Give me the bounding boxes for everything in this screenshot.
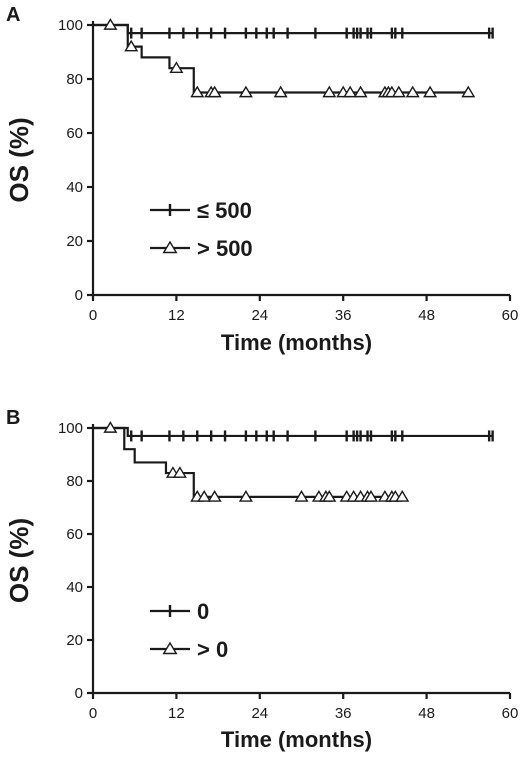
x-tick-label: 48 — [418, 307, 435, 324]
legend-label: > 500 — [197, 236, 253, 261]
y-tick-label: 80 — [66, 71, 83, 88]
censor-mark — [169, 61, 184, 74]
y-tick-label: 60 — [66, 526, 83, 543]
x-tick-label: 12 — [168, 307, 185, 324]
x-tick-label: 48 — [418, 705, 435, 722]
series-triangle — [93, 18, 476, 98]
x-tick-label: 24 — [251, 307, 268, 324]
censor-mark — [162, 641, 178, 655]
y-tick-label: 0 — [75, 685, 83, 702]
censor-mark — [172, 466, 187, 478]
y-tick-label: 40 — [66, 579, 83, 596]
x-tick-label: 0 — [89, 307, 97, 324]
legend-label: ≤ 500 — [197, 198, 252, 223]
y-tick-label: 100 — [58, 420, 83, 437]
x-tick-label: 0 — [89, 705, 97, 722]
censor-mark — [363, 490, 379, 502]
survival-curve — [93, 426, 403, 498]
censor-mark — [103, 421, 118, 433]
panel-label: A — [6, 4, 20, 26]
censor-mark — [197, 490, 212, 502]
censor-mark — [343, 85, 358, 98]
censor-mark — [461, 85, 476, 98]
x-tick-label: 60 — [502, 705, 519, 722]
y-tick-label: 20 — [66, 632, 83, 649]
censor-mark — [162, 240, 178, 254]
x-tick-label: 24 — [251, 705, 268, 722]
censor-mark — [207, 490, 222, 502]
legend-item: ≤ 500 — [150, 198, 252, 223]
y-tick-label: 20 — [66, 233, 83, 250]
y-tick-label: 60 — [66, 125, 83, 142]
censor-mark — [238, 490, 253, 502]
chart-panel-b: B 0 20 40 60 80 100 0 12 24 36 48 60 Time (months) OS … — [4, 407, 518, 752]
y-axis-title: OS (%) — [4, 117, 34, 202]
censor-mark — [322, 85, 337, 98]
series-plus — [93, 426, 494, 442]
panel-label: B — [6, 407, 20, 429]
x-axis-title: Time (months) — [221, 727, 372, 752]
censor-mark — [238, 85, 253, 98]
legend-item: > 500 — [150, 236, 253, 261]
censor-mark — [103, 18, 118, 30]
y-tick-label: 0 — [75, 287, 83, 304]
censor-mark — [353, 85, 368, 98]
x-tick-label: 60 — [502, 307, 519, 324]
survival-curve — [93, 23, 493, 35]
x-tick-label: 36 — [335, 705, 352, 722]
censor-mark — [124, 39, 139, 52]
censor-mark — [423, 85, 438, 98]
legend-label: > 0 — [197, 637, 228, 662]
y-tick-label: 40 — [66, 179, 83, 196]
censor-mark — [391, 85, 406, 98]
survival-curve — [93, 426, 493, 438]
legend-item: 0 — [150, 599, 209, 624]
x-tick-label: 36 — [335, 307, 352, 324]
x-axis-title: Time (months) — [221, 330, 372, 355]
y-tick-label: 100 — [58, 17, 83, 34]
censor-mark — [190, 85, 205, 98]
y-axis-title: OS (%) — [4, 518, 34, 603]
censor-mark — [405, 85, 420, 98]
x-tick-label: 12 — [168, 705, 185, 722]
survival-curve — [93, 23, 469, 94]
legend-item: > 0 — [150, 637, 228, 662]
censor-mark — [395, 490, 410, 502]
series-triangle — [93, 421, 410, 502]
chart-panel-a: A 0 20 40 60 80 100 0 12 24 36 48 60 Time (months) OS … — [4, 4, 518, 355]
legend-label: 0 — [197, 599, 209, 624]
censor-mark — [207, 85, 222, 98]
censor-mark — [322, 490, 337, 502]
censor-mark — [294, 490, 309, 502]
y-tick-label: 80 — [66, 473, 83, 490]
series-plus — [93, 23, 494, 39]
censor-mark — [273, 85, 288, 98]
